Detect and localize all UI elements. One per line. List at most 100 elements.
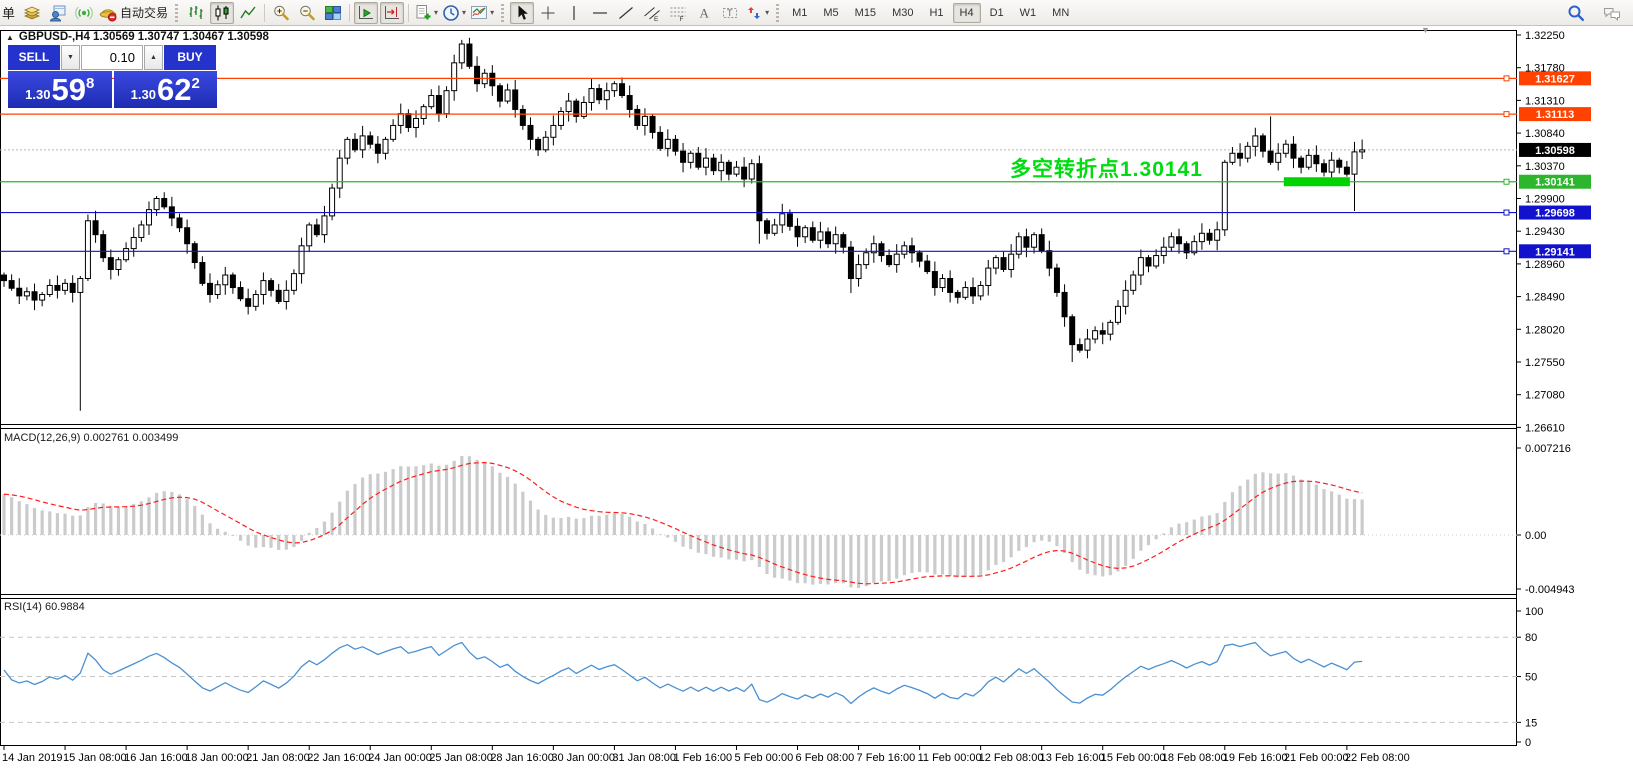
candle (344, 136, 351, 165)
candle (1015, 232, 1022, 259)
shapes-icon[interactable]: ▾ (744, 2, 770, 24)
toolbar-drag-handle[interactable] (174, 3, 180, 22)
line-chart-icon[interactable] (236, 2, 260, 24)
toolbar: 单 自动交易 ▾ ▾ ▾ E F A T ▾ M1 M5 M15 M30 H1 H4 D1 W1 MN (0, 0, 1633, 26)
timeframe-button-w1[interactable]: W1 (1019, 6, 1037, 19)
zoom-out-icon (300, 5, 315, 20)
timeframe-button-m15[interactable]: M15 (854, 6, 877, 19)
timeframe-button-d1[interactable]: D1 (989, 6, 1004, 19)
auto-trading-label: 自动交易 (120, 6, 169, 20)
chart-title-bar: ▲ GBPUSD-,H4 1.30569 1.30747 1.30467 1.3… (6, 31, 269, 43)
candlestick-chart-icon[interactable] (210, 1, 235, 24)
macd-signal-line (3, 461, 1363, 585)
pane-separator[interactable] (0, 423, 1517, 428)
volume-decrease-button[interactable]: ▼ (61, 45, 80, 70)
channel-icon[interactable]: E (640, 2, 664, 24)
text-icon[interactable]: A (692, 2, 716, 24)
fibonacci-icon[interactable]: F (666, 2, 690, 24)
scroll-end-marker[interactable]: ▼ (1421, 25, 1430, 35)
time-tick-label: 30 Jan 00:00 (551, 752, 615, 764)
periods-icon[interactable]: ▾ (441, 2, 467, 24)
collapse-panel-icon[interactable]: ▲ (6, 32, 14, 42)
candle (283, 280, 290, 310)
chevron-down-icon: ▾ (490, 8, 495, 17)
time-tick-label: 6 Feb 08:00 (796, 752, 855, 764)
sell-tab[interactable]: SELL (8, 45, 60, 70)
candle (268, 278, 275, 297)
timeframe-button-m30[interactable]: M30 (892, 6, 914, 19)
vertical-line-icon[interactable] (562, 2, 586, 24)
menu-item-partial[interactable]: 单 (2, 6, 16, 21)
price-badge-label: 1.31113 (1536, 109, 1575, 121)
candle (290, 269, 297, 295)
price-badge (1519, 142, 1591, 157)
time-tick-label: 22 Feb 08:00 (1345, 752, 1410, 764)
history-center-icon[interactable] (20, 2, 44, 24)
timeframe-button-mn[interactable]: MN (1052, 6, 1070, 19)
time-tick-label: 18 Jan 00:00 (185, 752, 249, 764)
crosshair-icon[interactable] (536, 2, 560, 24)
search-icon[interactable] (1564, 2, 1588, 24)
rsi-line (3, 641, 1363, 705)
toolbar-drag-handle[interactable] (775, 3, 781, 22)
tile-windows-icon[interactable] (321, 2, 345, 24)
rsi-axis-label: 50 (1525, 672, 1537, 684)
pane-separator[interactable] (0, 593, 1517, 598)
candle (428, 89, 435, 110)
candle (1069, 314, 1076, 362)
trendline-icon[interactable] (614, 2, 638, 24)
timeframe-button-m5[interactable]: M5 (823, 6, 839, 19)
price-badge (1519, 205, 1591, 220)
candle (1000, 251, 1007, 272)
candle (985, 259, 992, 296)
candle (550, 115, 557, 146)
candle (351, 133, 358, 153)
price-tick-label: 1.29900 (1525, 194, 1565, 206)
candle (695, 147, 702, 170)
timeframe-button-h4[interactable]: H4 (952, 2, 981, 23)
auto-trading-button[interactable]: 自动交易 (98, 2, 169, 24)
bar-chart-icon[interactable] (184, 2, 208, 24)
time-axis[interactable] (3, 745, 1348, 750)
candle (1343, 160, 1350, 177)
svg-text:E: E (654, 16, 659, 22)
candle (619, 77, 626, 99)
candle (1008, 244, 1015, 278)
auto-scroll-icon[interactable] (354, 1, 379, 24)
candle (435, 85, 442, 122)
templates-icon[interactable]: ▾ (469, 2, 495, 24)
price-tick-label: 1.27080 (1525, 390, 1565, 402)
candle (245, 288, 252, 315)
svg-text:F: F (680, 16, 684, 22)
timeframe-button-m1[interactable]: M1 (792, 6, 808, 19)
chart-shift-icon[interactable] (380, 1, 405, 24)
timeframe-button-h1[interactable]: H1 (929, 6, 944, 19)
buy-tab[interactable]: BUY (164, 45, 216, 70)
candle (1214, 221, 1221, 251)
candle (176, 213, 183, 233)
volume-increase-button[interactable]: ▲ (144, 45, 163, 70)
profile-icon[interactable] (46, 2, 70, 24)
zoom-in-icon[interactable] (269, 2, 293, 24)
time-tick-label: 12 Feb 08:00 (979, 752, 1044, 764)
chat-icon[interactable] (1600, 2, 1624, 24)
price-tick-label: 1.32250 (1525, 30, 1565, 42)
candle (649, 113, 656, 139)
cursor-icon[interactable] (510, 1, 535, 24)
buy-button[interactable]: 1.30 62 2 (113, 71, 217, 108)
time-tick-label: 1 Feb 16:00 (673, 752, 732, 764)
rsi-axis-label: 15 (1525, 717, 1537, 729)
candle (1, 272, 7, 287)
horizontal-line-icon[interactable] (588, 2, 612, 24)
price-axis[interactable] (1517, 34, 1591, 743)
macd-indicator-label: MACD(12,26,9) 0.002761 0.003499 (4, 432, 178, 444)
volume-input[interactable] (81, 45, 143, 70)
new-order-icon[interactable]: ▾ (413, 2, 439, 24)
zoom-out-icon[interactable] (295, 2, 319, 24)
sell-button[interactable]: 1.30 59 8 (8, 71, 112, 108)
label-icon[interactable]: T (718, 2, 742, 24)
candle (1145, 255, 1152, 273)
signals-icon[interactable] (72, 2, 96, 24)
toolbar-drag-handle[interactable] (500, 3, 506, 22)
